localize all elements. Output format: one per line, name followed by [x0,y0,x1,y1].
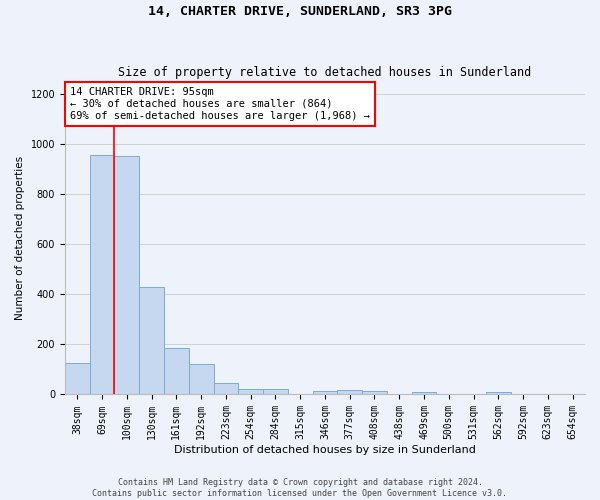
Bar [139,286,164,395]
Bar [337,390,362,394]
Bar [313,390,337,394]
Bar [89,155,115,394]
Title: Size of property relative to detached houses in Sunderland: Size of property relative to detached ho… [118,66,532,78]
Text: 14, CHARTER DRIVE, SUNDERLAND, SR3 3PG: 14, CHARTER DRIVE, SUNDERLAND, SR3 3PG [148,5,452,18]
Text: 14 CHARTER DRIVE: 95sqm
← 30% of detached houses are smaller (864)
69% of semi-d: 14 CHARTER DRIVE: 95sqm ← 30% of detache… [70,88,370,120]
Bar [263,390,288,394]
Bar [65,363,89,394]
Bar [238,390,263,394]
Bar [362,392,387,394]
Bar [164,348,189,395]
Bar [189,364,214,394]
Text: Contains HM Land Registry data © Crown copyright and database right 2024.
Contai: Contains HM Land Registry data © Crown c… [92,478,508,498]
Bar [486,392,511,394]
Bar [115,156,139,394]
X-axis label: Distribution of detached houses by size in Sunderland: Distribution of detached houses by size … [174,445,476,455]
Bar [412,392,436,394]
Bar [214,383,238,394]
Y-axis label: Number of detached properties: Number of detached properties [15,156,25,320]
